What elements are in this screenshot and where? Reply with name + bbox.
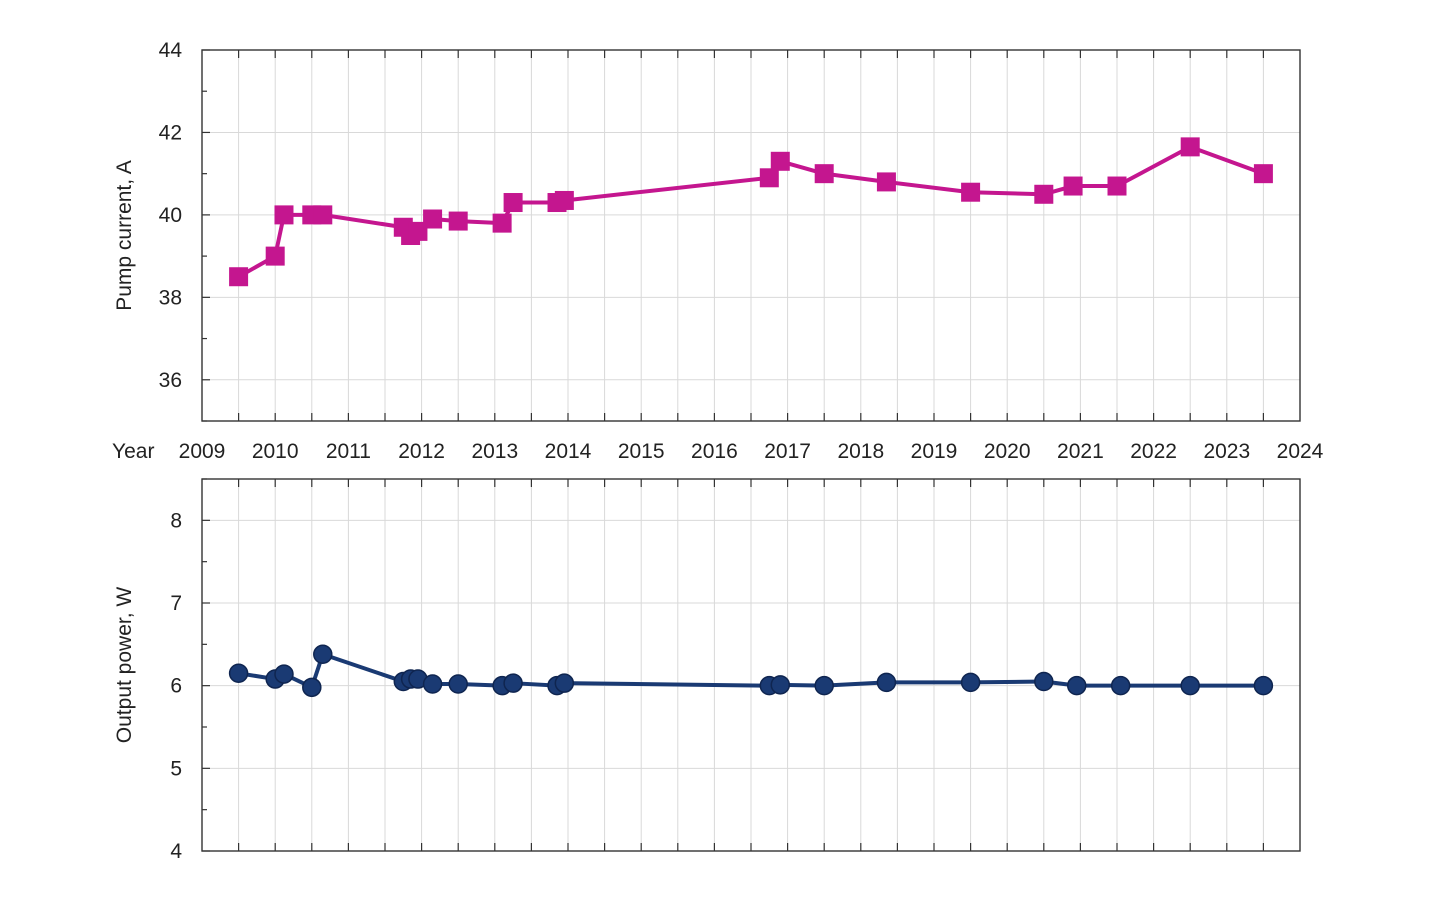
- y-tick-label: 5: [170, 757, 182, 780]
- y-tick-label: 44: [159, 39, 183, 62]
- data-point: [1107, 176, 1127, 196]
- x-tick-label: 2023: [1203, 440, 1250, 463]
- data-point: [1110, 675, 1131, 696]
- data-point: [448, 674, 468, 694]
- data-point: [814, 675, 834, 696]
- x-tick-label: 2022: [1130, 440, 1177, 463]
- series-current: [229, 137, 1273, 287]
- x-tick-label: 2011: [326, 440, 371, 463]
- x-tick-label: 2009: [179, 440, 226, 463]
- data-point: [492, 213, 512, 233]
- y-axis-title: Output power, W: [113, 587, 136, 744]
- y-tick-label: 42: [159, 121, 182, 144]
- grid: [202, 479, 1300, 851]
- x-ticks: [238, 479, 1265, 851]
- data-point: [770, 675, 791, 695]
- x-tick-label: 2013: [471, 440, 518, 463]
- y-tick-label: 6: [170, 675, 182, 698]
- data-point: [229, 267, 249, 287]
- x-tick-label: 2017: [764, 440, 811, 463]
- data-point: [876, 672, 897, 693]
- y-axis-title: Pump current, A: [113, 160, 136, 311]
- data-point: [274, 205, 294, 225]
- data-point: [554, 190, 574, 210]
- y-tick-label: 7: [170, 592, 182, 615]
- x-ticks: [238, 50, 1265, 421]
- x-axis-title: Year: [112, 440, 154, 463]
- data-point: [313, 644, 333, 665]
- data-point: [408, 221, 428, 241]
- data-point: [228, 663, 249, 684]
- data-point: [961, 182, 981, 202]
- data-point: [554, 673, 575, 693]
- pump-current-panel: 36 38 40 42 44 Pump current, A: [113, 39, 1301, 422]
- x-tick-label: 2020: [984, 440, 1031, 463]
- data-point: [770, 151, 790, 171]
- x-tick-label: 2014: [545, 440, 592, 463]
- data-point: [422, 674, 443, 694]
- x-tick-label: 2021: [1057, 440, 1104, 463]
- data-point: [274, 664, 294, 684]
- data-point: [960, 672, 981, 693]
- y-ticks: 36 38 40 42 44: [159, 39, 210, 422]
- shared-x-axis: Year 2009 2010 2011 2012 2013 2014 2015 2016 2017…: [112, 440, 1324, 463]
- grid: [202, 50, 1300, 421]
- x-tick-label: 2024: [1277, 440, 1324, 463]
- x-tick-label: 2018: [837, 440, 884, 463]
- data-point: [1063, 176, 1083, 196]
- data-point: [1253, 164, 1273, 184]
- data-point: [1066, 675, 1087, 696]
- data-point: [814, 164, 834, 184]
- data-point: [423, 209, 443, 229]
- x-tick-label: 2015: [618, 440, 665, 463]
- x-tick-label: 2010: [252, 440, 299, 463]
- y-tick-label: 40: [159, 204, 182, 227]
- data-point: [503, 673, 523, 693]
- data-point: [265, 246, 285, 266]
- data-point: [1253, 675, 1274, 696]
- data-point: [759, 168, 779, 188]
- x-tick-label: 2016: [691, 440, 738, 463]
- data-point: [503, 193, 523, 213]
- y-tick-label: 4: [170, 840, 182, 863]
- data-point: [1034, 671, 1054, 692]
- x-tick-label: 2019: [911, 440, 958, 463]
- output-power-panel: 4 5 6 7 8 Output power, W: [113, 478, 1301, 863]
- y-ticks: 4 5 6 7 8: [170, 478, 210, 863]
- x-tick-label: 2012: [398, 440, 445, 463]
- data-point: [448, 211, 468, 231]
- y-tick-label: 38: [159, 286, 182, 309]
- y-tick-label: 36: [159, 369, 182, 392]
- series-power: [228, 644, 1274, 698]
- data-point: [1180, 137, 1200, 157]
- y-tick-label: 8: [170, 509, 182, 532]
- data-point: [313, 205, 333, 225]
- data-point: [1180, 675, 1200, 696]
- data-point: [1034, 184, 1054, 204]
- data-point: [302, 677, 322, 698]
- data-point: [876, 172, 896, 192]
